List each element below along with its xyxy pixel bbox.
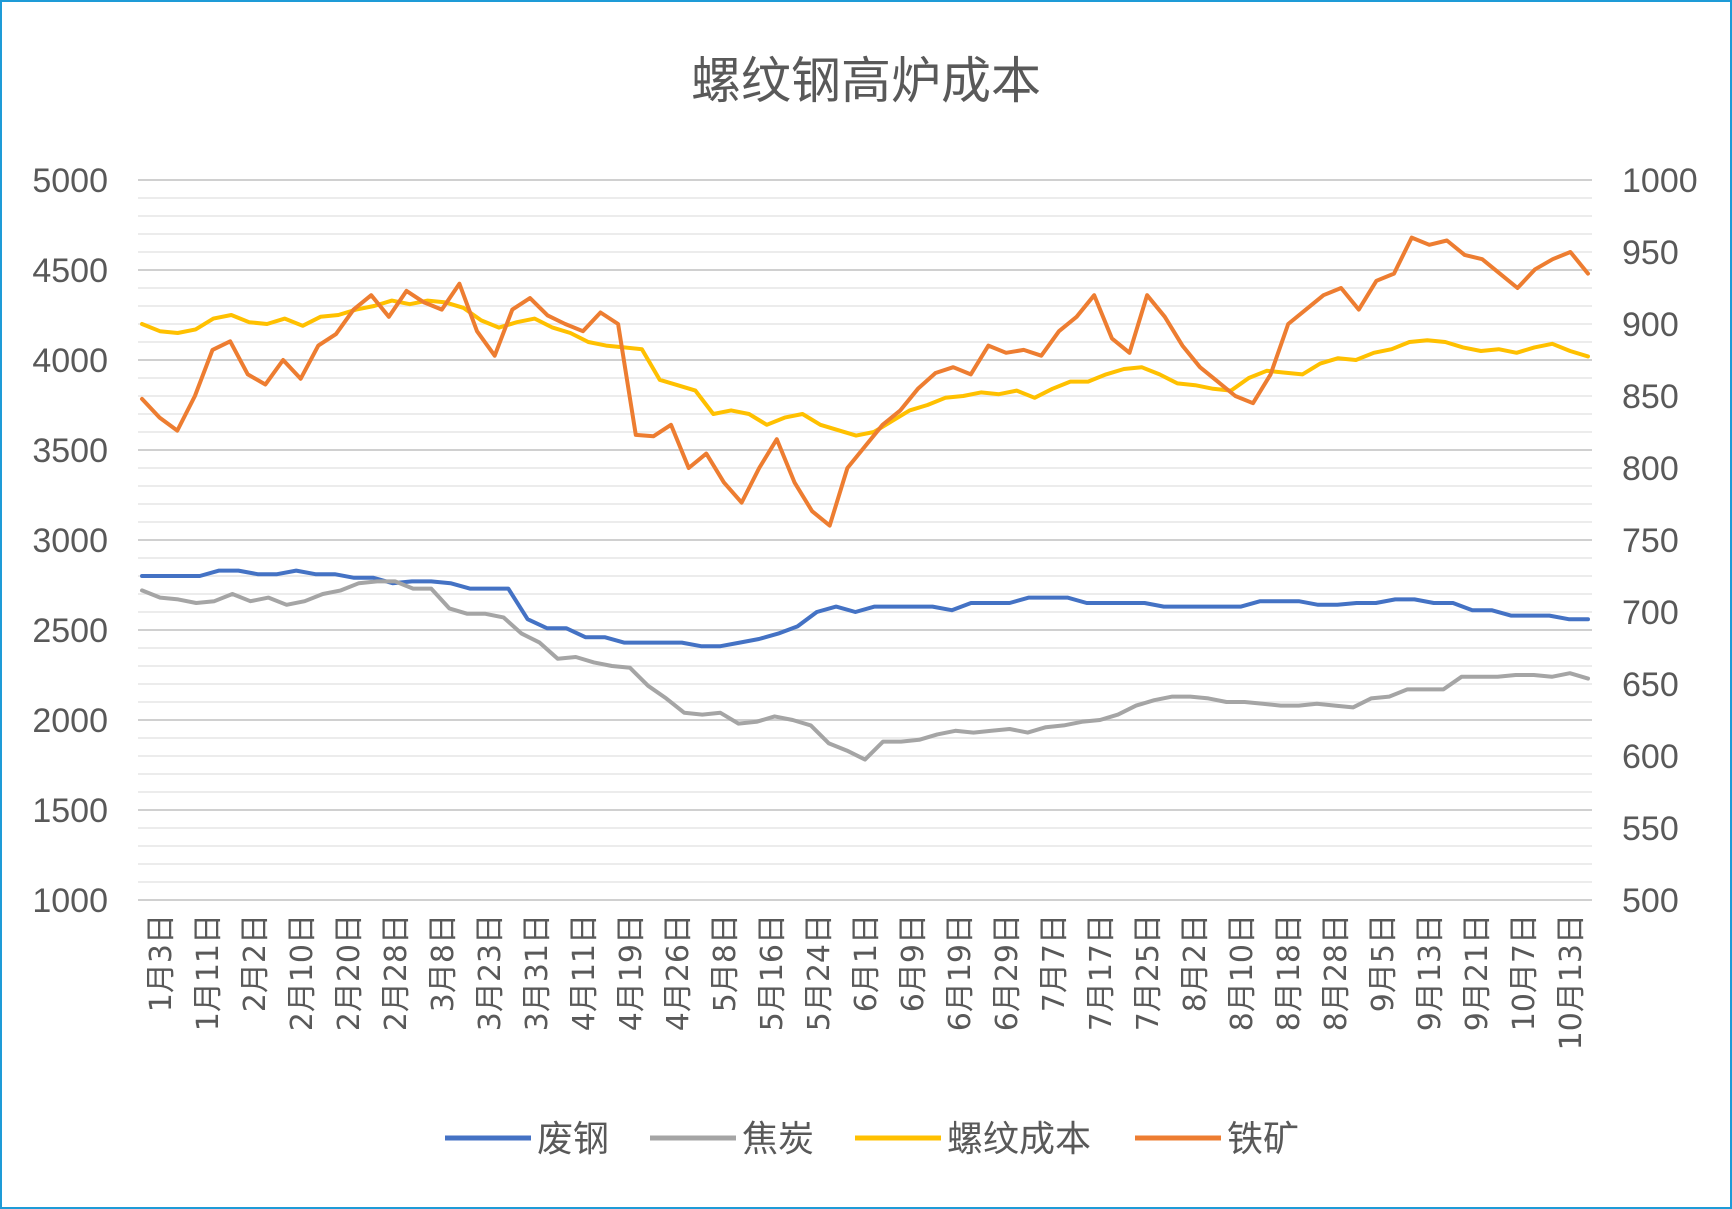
left-tick-label: 4500 <box>32 252 108 290</box>
left-tick-label: 1000 <box>32 882 108 920</box>
right-tick-label: 850 <box>1622 378 1679 416</box>
series-line-2 <box>140 298 1590 438</box>
series-lines <box>140 235 1590 762</box>
x-tick-label: 8月2日 <box>1178 914 1213 1012</box>
x-tick-label: 3月31日 <box>520 914 555 1031</box>
legend-label: 螺纹成本 <box>947 1119 1091 1160</box>
left-axis-ticks: 1000 1500 2000 2500 3000 3500 4000 4500 5000 <box>32 162 108 920</box>
series-line-3 <box>140 235 1590 528</box>
x-tick-label: 2月20日 <box>332 914 367 1031</box>
x-tick-label: 7月17日 <box>1084 914 1119 1031</box>
right-tick-label: 950 <box>1622 234 1679 272</box>
x-tick-label: 6月1日 <box>849 914 884 1012</box>
right-axis-ticks: 500 550 600 650 700 750 800 850 900 950 1000 <box>1622 162 1698 920</box>
left-tick-label: 4000 <box>32 342 108 380</box>
left-tick-label: 3500 <box>32 432 108 470</box>
x-tick-label: 3月23日 <box>473 914 508 1031</box>
x-tick-label: 2月10日 <box>285 914 320 1031</box>
left-tick-label: 2000 <box>32 702 108 740</box>
right-tick-label: 550 <box>1622 810 1679 848</box>
right-tick-label: 900 <box>1622 306 1679 344</box>
x-tick-label: 4月19日 <box>614 914 649 1031</box>
x-tick-label: 2月2日 <box>238 914 273 1012</box>
legend-label: 废钢 <box>537 1119 609 1160</box>
x-tick-label: 7月7日 <box>1037 914 1072 1012</box>
legend-label: 焦炭 <box>742 1119 814 1160</box>
right-tick-label: 650 <box>1622 666 1679 704</box>
x-tick-label: 5月16日 <box>755 914 790 1031</box>
x-tick-label: 1月11日 <box>191 914 226 1031</box>
right-tick-label: 600 <box>1622 738 1679 776</box>
left-tick-label: 1500 <box>32 792 108 830</box>
x-tick-label: 6月19日 <box>943 914 978 1031</box>
right-tick-label: 500 <box>1622 882 1679 920</box>
x-tick-label: 9月13日 <box>1413 914 1448 1031</box>
left-tick-label: 5000 <box>32 162 108 200</box>
x-tick-label: 5月24日 <box>802 914 837 1031</box>
x-tick-label: 2月28日 <box>379 914 414 1031</box>
x-tick-label: 7月25日 <box>1131 914 1166 1031</box>
x-tick-label: 8月10日 <box>1225 914 1260 1031</box>
legend: 废钢 焦炭 螺纹成本 铁矿 <box>445 1119 1299 1160</box>
x-tick-label: 4月26日 <box>661 914 696 1031</box>
right-tick-label: 700 <box>1622 594 1679 632</box>
x-axis-ticks: 1月3日 1月11日 2月2日 2月10日 2月20日 2月28日 3月8日 3月23日 3月3… <box>144 914 1589 1050</box>
x-tick-label: 8月18日 <box>1272 914 1307 1031</box>
gridlines <box>138 179 1592 901</box>
x-tick-label: 10月13日 <box>1554 914 1589 1050</box>
x-tick-label: 1月3日 <box>144 914 179 1012</box>
left-tick-label: 2500 <box>32 612 108 650</box>
chart-title: 螺纹钢高炉成本 <box>691 52 1041 110</box>
x-tick-label: 9月21日 <box>1460 914 1495 1031</box>
x-tick-label: 6月29日 <box>990 914 1025 1031</box>
series-line-1 <box>140 579 1590 762</box>
x-tick-label: 8月28日 <box>1319 914 1354 1031</box>
right-tick-label: 750 <box>1622 522 1679 560</box>
x-tick-label: 9月5日 <box>1366 914 1401 1012</box>
legend-label: 铁矿 <box>1227 1119 1299 1160</box>
x-tick-label: 6月9日 <box>896 914 931 1012</box>
x-tick-label: 3月8日 <box>426 914 461 1012</box>
right-tick-label: 800 <box>1622 450 1679 488</box>
x-tick-label: 4月11日 <box>567 914 602 1031</box>
x-tick-label: 5月8日 <box>708 914 743 1012</box>
right-tick-label: 1000 <box>1622 162 1698 200</box>
left-tick-label: 3000 <box>32 522 108 560</box>
x-tick-label: 10月7日 <box>1507 914 1542 1031</box>
